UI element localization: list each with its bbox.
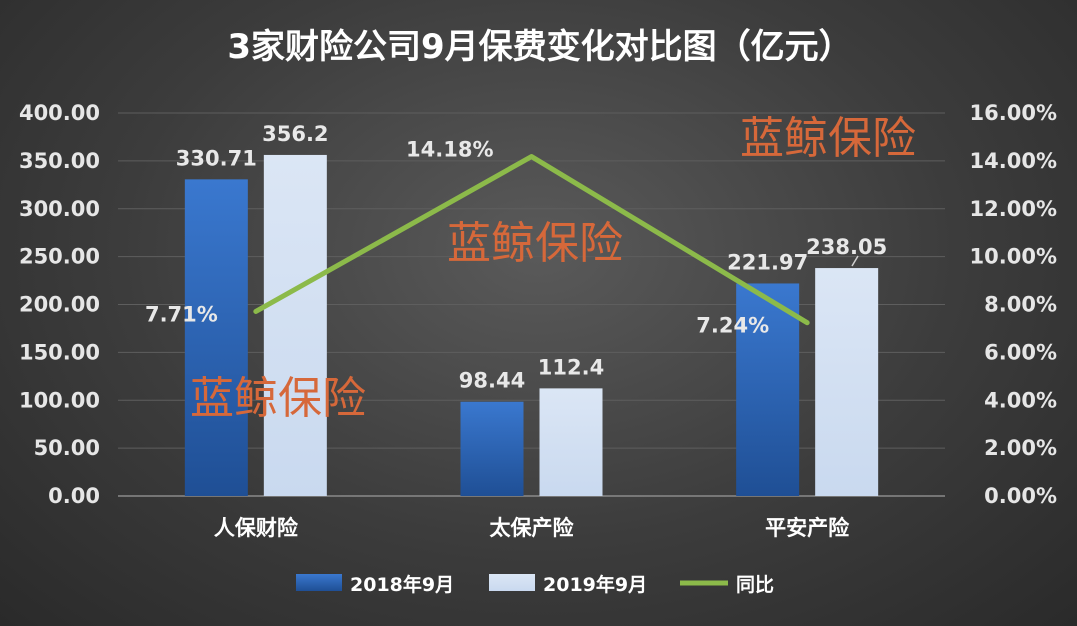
- bar-data-label: 98.44: [459, 369, 525, 393]
- right-tick-label: 4.00%: [984, 388, 1057, 412]
- bar-data-label: 238.05: [806, 235, 887, 259]
- line-data-label: 7.71%: [145, 302, 218, 326]
- chart-title: 3家财险公司9月保费变化对比图（亿元）: [227, 27, 852, 67]
- left-tick-label: 100.00: [19, 388, 100, 412]
- right-tick-label: 12.00%: [970, 197, 1057, 221]
- legend: 2018年9月 2019年9月 同比: [296, 573, 774, 596]
- yoy-line: [253, 154, 810, 326]
- right-tick-label: 0.00%: [984, 484, 1057, 508]
- left-tick-label: 0.00: [48, 484, 100, 508]
- line-data-label: 14.18%: [406, 138, 493, 162]
- right-tick-label: 8.00%: [984, 293, 1057, 317]
- bars: [184, 154, 879, 497]
- left-tick-label: 400.00: [19, 101, 100, 125]
- left-tick-label: 250.00: [19, 245, 100, 269]
- right-axis: 0.00% 2.00% 4.00% 6.00% 8.00% 10.00% 12.00% 14.…: [970, 101, 1057, 508]
- yoy-line-path: [253, 154, 810, 326]
- category-label: 人保财险: [214, 516, 299, 540]
- watermark-text: 蓝鲸保险: [190, 373, 366, 424]
- left-axis: 0.00 50.00 100.00 150.00 200.00 250.00 300.00 3…: [19, 101, 100, 508]
- line-data-label: 7.24%: [696, 314, 769, 338]
- left-tick-label: 150.00: [19, 340, 100, 364]
- bar-data-label: 221.97: [727, 250, 808, 274]
- right-tick-label: 14.00%: [970, 149, 1057, 173]
- bar-data-label: 112.4: [538, 355, 604, 379]
- watermark-text: 蓝鲸保险: [740, 113, 916, 164]
- watermark-text: 蓝鲸保险: [447, 218, 623, 269]
- bar: [184, 179, 248, 497]
- legend-swatch-2019: [489, 574, 535, 591]
- category-label: 太保产险: [490, 516, 575, 540]
- bar: [460, 401, 524, 496]
- legend-swatch-2018: [296, 574, 342, 591]
- left-tick-label: 300.00: [19, 197, 100, 221]
- category-labels: 人保财险 太保产险 平安产险: [214, 516, 850, 540]
- bar: [815, 268, 879, 496]
- legend-label-2018: 2018年9月: [350, 573, 454, 596]
- right-tick-label: 6.00%: [984, 340, 1057, 364]
- gridlines: [118, 112, 945, 497]
- right-tick-label: 10.00%: [970, 245, 1057, 269]
- right-tick-label: 16.00%: [970, 101, 1057, 125]
- right-tick-label: 2.00%: [984, 436, 1057, 460]
- bar-data-label: 356.2: [262, 122, 328, 146]
- bar: [263, 154, 327, 496]
- category-label: 平安产险: [765, 516, 850, 540]
- bar-data-label: 330.71: [176, 146, 257, 170]
- left-tick-label: 50.00: [34, 436, 100, 460]
- label-leader-line: [851, 255, 859, 267]
- legend-label-2019: 2019年9月: [543, 573, 647, 596]
- left-tick-label: 200.00: [19, 293, 100, 317]
- bar: [736, 283, 800, 496]
- legend-label-yoy: 同比: [736, 574, 774, 596]
- left-tick-label: 350.00: [19, 149, 100, 173]
- bar: [539, 388, 603, 496]
